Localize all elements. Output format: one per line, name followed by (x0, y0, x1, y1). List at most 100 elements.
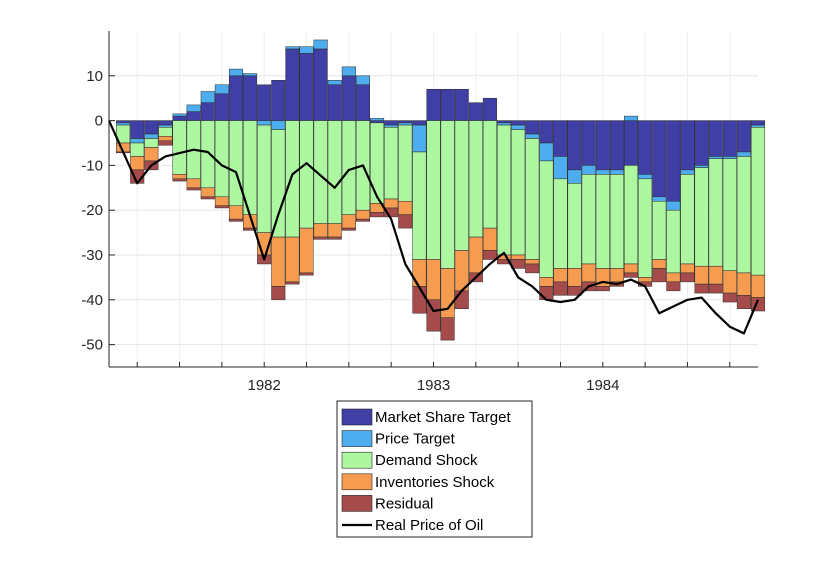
bar-segment-market-share-target (271, 80, 286, 121)
bar-segment-price-target (200, 91, 215, 103)
bar-segment-inventories-shock (228, 205, 244, 220)
bar-segment-market-share-target (186, 111, 201, 121)
bar-segment-market-share-target (595, 120, 610, 171)
y-tick-label: 0 (95, 113, 103, 130)
bar-segment-demand-shock (412, 151, 427, 260)
bar-segment-inventories-shock (666, 272, 681, 283)
bar-segment-residual (595, 286, 610, 292)
bar-segment-price-target (539, 142, 554, 162)
bar-segment-market-share-target (398, 120, 413, 124)
bar-segment-residual (200, 196, 215, 200)
bar-segment-market-share-target (313, 48, 328, 121)
y-tick-label: -20 (81, 202, 103, 219)
bar-segment-price-target (652, 196, 667, 202)
bar-segment-inventories-shock (214, 196, 229, 206)
y-tick-label: -50 (81, 337, 103, 354)
bar-segment-market-share-target (214, 93, 229, 121)
bar-segment-demand-shock (736, 156, 751, 274)
bar-segment-residual (398, 214, 413, 229)
bar-segment-price-target (285, 46, 300, 50)
bar-segment-market-share-target (750, 120, 766, 126)
bar-segment-inventories-shock (285, 236, 300, 283)
bar-segment-inventories-shock (271, 236, 286, 287)
bar-segment-residual (313, 236, 328, 240)
bar-segment-demand-shock (638, 178, 653, 278)
x-tick-label: 1982 (248, 377, 281, 394)
bar-segment-market-share-target (243, 75, 258, 121)
bar-segment-inventories-shock (750, 274, 766, 298)
bar-segment-price-target (299, 46, 314, 54)
axes (108, 31, 758, 368)
bar-segment-demand-shock (525, 138, 540, 260)
bar-segment-price-target (708, 156, 723, 159)
bar-segment-market-share-target (144, 120, 159, 135)
bar-segment-price-target (567, 169, 582, 184)
bar-segment-price-target (116, 122, 131, 126)
bar-segment-price-target (158, 124, 173, 128)
bar-segment-inventories-shock (511, 254, 526, 260)
bar-segment-inventories-shock (398, 200, 413, 215)
bar-segment-residual (623, 272, 639, 278)
bar-segment-market-share-target (468, 102, 483, 121)
legend-swatch (341, 473, 373, 491)
bar-segment-inventories-shock (412, 259, 427, 287)
bar-segment-market-share-target (722, 120, 737, 157)
bar-segment-price-target (595, 169, 610, 175)
bar-segment-price-target (228, 68, 244, 77)
bar-segment-residual (482, 250, 497, 260)
bar-segment-price-target (313, 39, 328, 50)
bar-segment-inventories-shock (468, 236, 483, 274)
bar-segment-demand-shock (539, 160, 554, 278)
legend-swatch (341, 430, 373, 447)
bar-segment-price-target (722, 156, 737, 159)
bar-segment-inventories-shock (638, 277, 653, 283)
y-tick-label: 10 (86, 68, 103, 85)
bar-segment-market-share-target (426, 88, 441, 121)
bar-segment-price-target (257, 120, 272, 126)
bar-segment-demand-shock (567, 183, 582, 269)
bar-segment-demand-shock (384, 127, 399, 200)
bar-segment-demand-shock (228, 120, 244, 206)
legend-label: Market Share Target (375, 409, 511, 426)
bar-segment-demand-shock (511, 129, 526, 256)
stacked-bars (116, 39, 766, 341)
bar-segment-market-share-target (539, 120, 554, 144)
x-tick-label: 1983 (417, 377, 450, 394)
bar-segment-price-target (412, 124, 427, 153)
bar-segment-market-share-target (200, 102, 215, 121)
bar-segment-price-target (355, 75, 370, 86)
bar-segment-market-share-target (708, 120, 723, 157)
bar-segment-inventories-shock (384, 198, 399, 209)
bar-segment-residual (680, 272, 695, 283)
bar-segment-residual (426, 299, 441, 332)
bar-segment-inventories-shock (722, 270, 737, 294)
bar-segment-price-target (736, 151, 751, 157)
bar-segment-price-target (623, 115, 639, 121)
bar-segment-inventories-shock (299, 227, 314, 274)
bar-segment-price-target (398, 122, 413, 126)
bar-segment-demand-shock (666, 209, 681, 274)
bar-segment-inventories-shock (581, 263, 596, 283)
bar-segment-demand-shock (398, 124, 413, 202)
bar-segment-residual (341, 227, 356, 231)
y-tick-label: -40 (81, 292, 103, 309)
bar-segment-residual (694, 283, 709, 294)
bar-segment-inventories-shock (130, 156, 145, 171)
bar-segment-residual (172, 178, 187, 182)
bar-segment-inventories-shock (525, 259, 540, 265)
bar-segment-demand-shock (426, 120, 441, 260)
bar-segment-demand-shock (581, 174, 596, 265)
bar-segment-inventories-shock (341, 214, 356, 229)
bar-segment-demand-shock (172, 120, 187, 175)
bar-segment-inventories-shock (539, 277, 554, 287)
bar-segment-residual (370, 212, 385, 218)
bar-segment-inventories-shock (200, 187, 215, 198)
legend-label: Inventories Shock (375, 474, 495, 491)
bar-segment-inventories-shock (186, 178, 201, 189)
legend-swatch (341, 408, 373, 426)
bar-segment-market-share-target (638, 120, 653, 175)
bar-segment-residual (271, 286, 286, 301)
bar-segment-inventories-shock (652, 259, 667, 269)
bar-segment-residual (327, 236, 342, 240)
bar-segment-market-share-target (440, 88, 455, 121)
